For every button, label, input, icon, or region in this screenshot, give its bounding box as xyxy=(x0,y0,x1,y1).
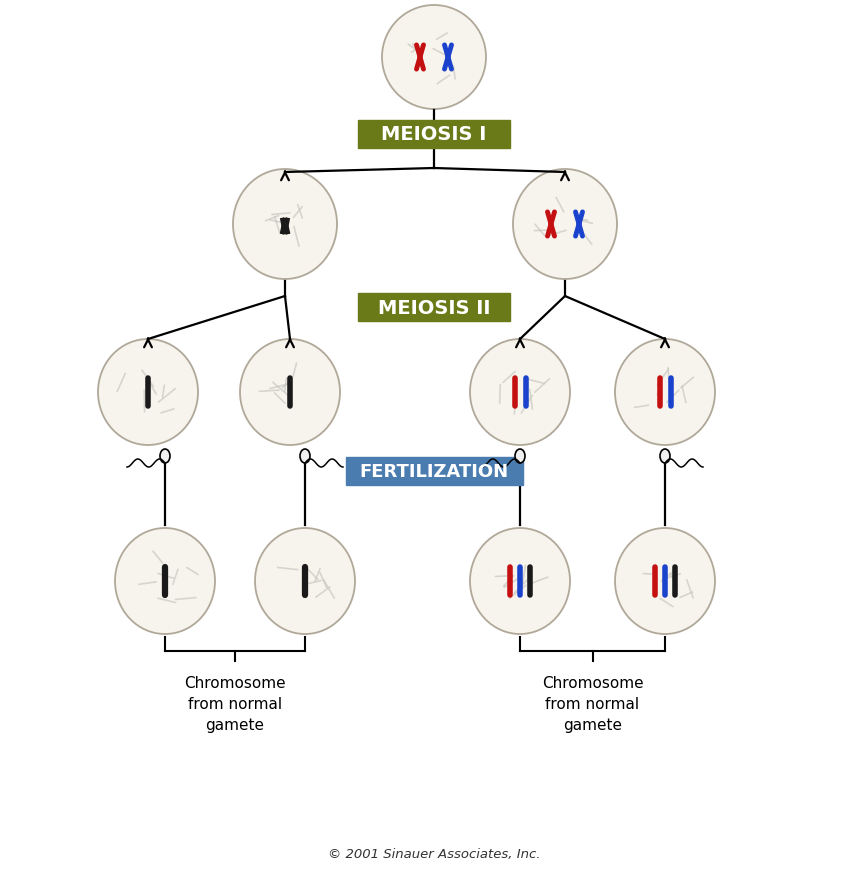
Ellipse shape xyxy=(300,450,310,463)
Ellipse shape xyxy=(513,170,617,280)
Text: FERTILIZATION: FERTILIZATION xyxy=(359,462,509,481)
Ellipse shape xyxy=(615,339,715,446)
Ellipse shape xyxy=(470,529,570,634)
FancyBboxPatch shape xyxy=(345,458,523,486)
Ellipse shape xyxy=(382,6,486,110)
Ellipse shape xyxy=(615,529,715,634)
Ellipse shape xyxy=(470,339,570,446)
Ellipse shape xyxy=(160,450,170,463)
Text: MEIOSIS II: MEIOSIS II xyxy=(378,298,490,317)
Ellipse shape xyxy=(233,170,337,280)
Ellipse shape xyxy=(240,339,340,446)
Text: Chromosome
from normal
gamete: Chromosome from normal gamete xyxy=(184,676,286,732)
Ellipse shape xyxy=(98,339,198,446)
Ellipse shape xyxy=(515,450,525,463)
Text: Chromosome
from normal
gamete: Chromosome from normal gamete xyxy=(542,676,643,732)
Ellipse shape xyxy=(115,529,215,634)
Ellipse shape xyxy=(255,529,355,634)
Ellipse shape xyxy=(660,450,670,463)
FancyBboxPatch shape xyxy=(358,294,510,322)
Text: © 2001 Sinauer Associates, Inc.: © 2001 Sinauer Associates, Inc. xyxy=(328,847,540,860)
FancyBboxPatch shape xyxy=(358,121,510,149)
Text: MEIOSIS I: MEIOSIS I xyxy=(381,125,487,145)
